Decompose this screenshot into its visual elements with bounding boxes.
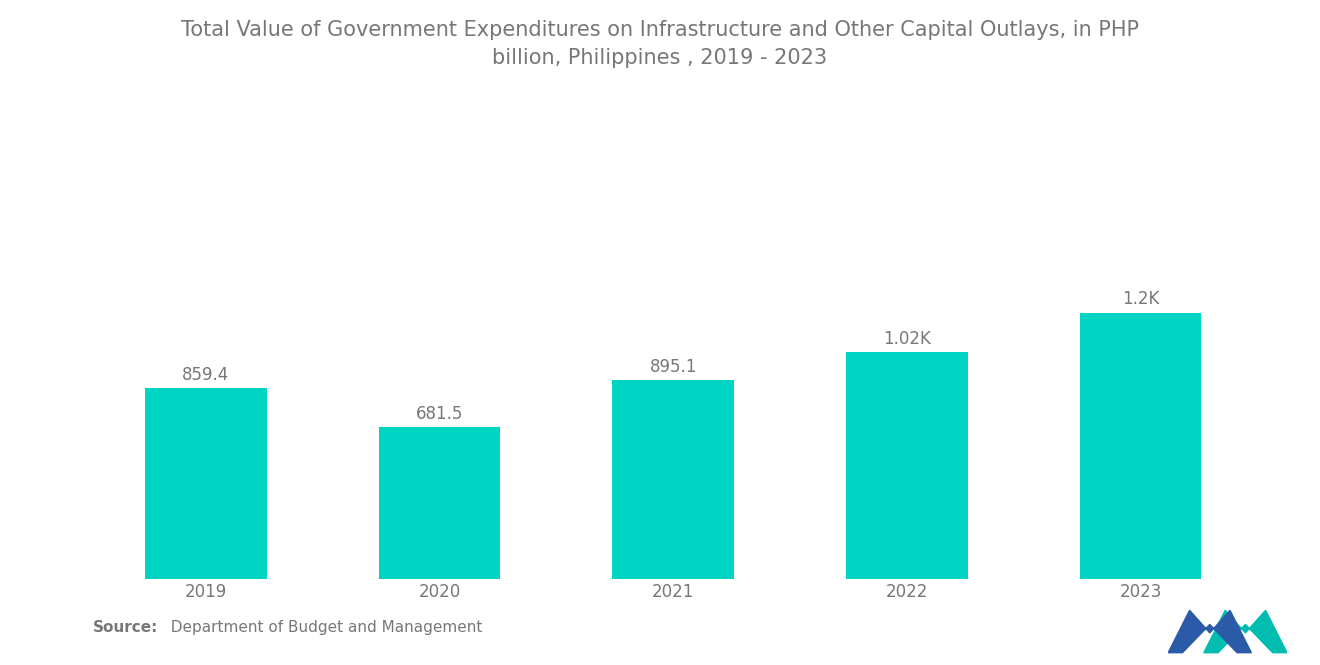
Text: 1.2K: 1.2K <box>1122 290 1159 308</box>
Text: 859.4: 859.4 <box>182 366 230 384</box>
Text: Department of Budget and Management: Department of Budget and Management <box>161 620 482 635</box>
Text: 681.5: 681.5 <box>416 405 463 423</box>
Text: 1.02K: 1.02K <box>883 330 931 348</box>
Text: Total Value of Government Expenditures on Infrastructure and Other Capital Outla: Total Value of Government Expenditures o… <box>181 20 1139 68</box>
Bar <box>846 352 968 579</box>
Polygon shape <box>1204 610 1287 653</box>
Text: 895.1: 895.1 <box>649 358 697 376</box>
Bar <box>1080 313 1201 579</box>
Bar <box>612 380 734 579</box>
Bar <box>379 428 500 579</box>
Text: Source:: Source: <box>92 620 158 635</box>
Polygon shape <box>1168 610 1251 653</box>
Bar <box>145 388 267 579</box>
